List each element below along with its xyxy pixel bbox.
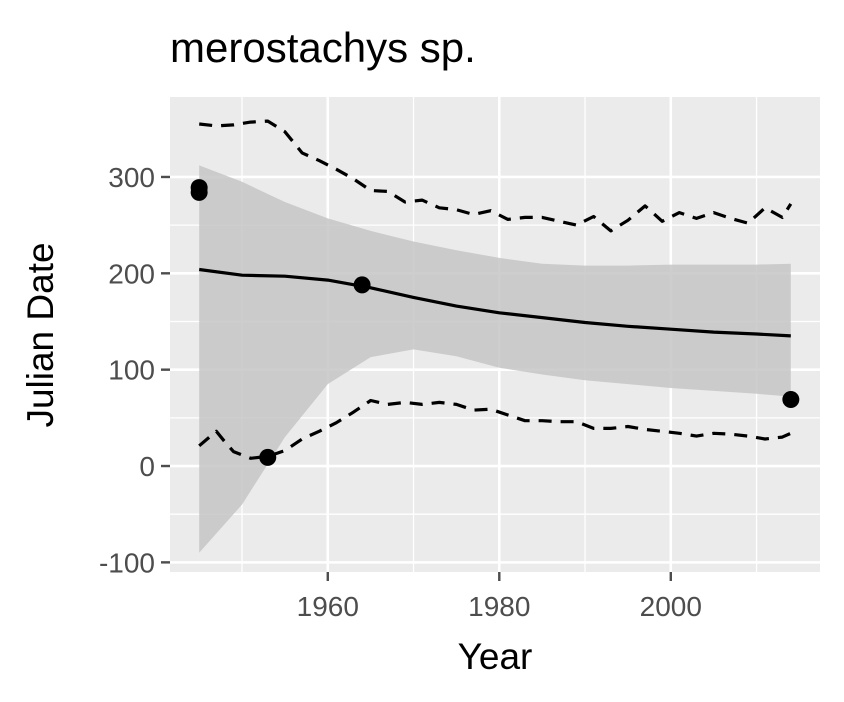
y-tick-label: 0 (139, 451, 155, 482)
y-tick-label: 300 (108, 162, 155, 193)
fit-line (198, 267, 791, 338)
chart-title: merostachys sp. (170, 24, 476, 71)
y-axis: -100 0 100 200 300 (99, 162, 170, 578)
y-tick-label: 200 (108, 258, 155, 289)
y-tick-label: 100 (108, 355, 155, 386)
upper-bound-line (199, 119, 793, 233)
x-axis: 1960 1980 2000 (297, 572, 702, 622)
data-point (782, 391, 800, 409)
data-points (190, 179, 800, 466)
y-tick-label: -100 (99, 547, 155, 578)
confidence-band (199, 165, 791, 553)
data-point (190, 183, 208, 201)
x-tick-label: 1960 (297, 591, 359, 622)
x-axis-title: Year (458, 636, 533, 677)
y-axis-title: Julian Date (20, 242, 61, 427)
x-tick-label: 2000 (640, 591, 702, 622)
x-tick-label: 1980 (468, 591, 530, 622)
data-point (353, 276, 371, 294)
data-point (259, 448, 277, 466)
lower-bound-line (198, 398, 792, 460)
